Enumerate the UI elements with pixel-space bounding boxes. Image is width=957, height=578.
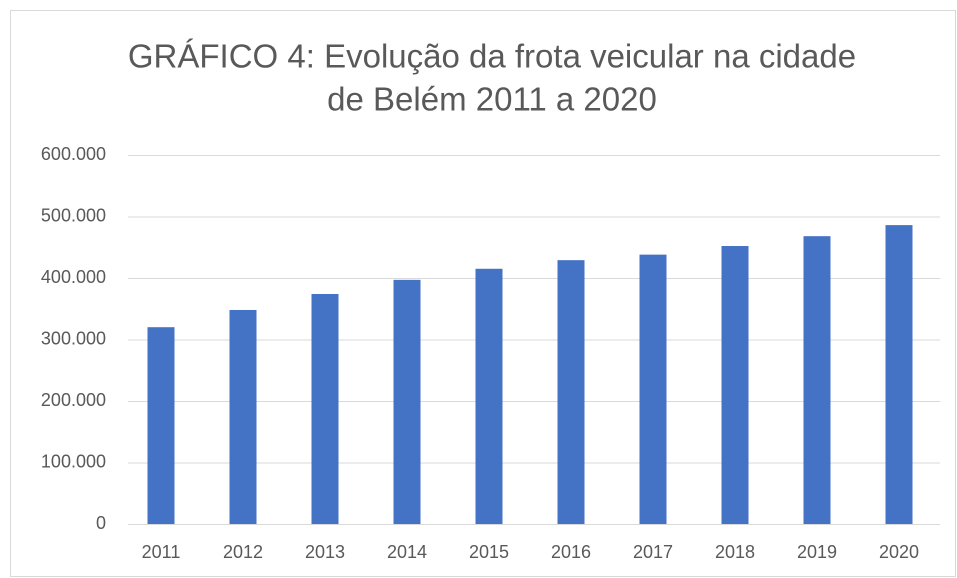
x-tick-label: 2015 xyxy=(469,542,509,562)
chart-title: GRÁFICO 4: Evolução da frota veicular na… xyxy=(128,38,856,75)
y-tick-label: 400.000 xyxy=(41,267,106,287)
bar xyxy=(311,293,339,524)
x-tick-label: 2016 xyxy=(551,542,591,562)
y-tick-label: 200.000 xyxy=(41,390,106,410)
bar xyxy=(721,246,749,524)
x-tick-label: 2019 xyxy=(797,542,837,562)
bar xyxy=(229,309,257,524)
y-tick-label: 0 xyxy=(96,513,106,533)
bar xyxy=(475,268,503,524)
x-tick-label: 2020 xyxy=(879,542,919,562)
x-tick-label: 2011 xyxy=(142,542,181,562)
bar xyxy=(147,327,175,524)
bar xyxy=(393,279,421,524)
x-tick-label: 2017 xyxy=(633,542,673,562)
x-tick-label: 2018 xyxy=(715,542,755,562)
x-tick-label: 2014 xyxy=(387,542,427,562)
bar xyxy=(803,236,831,524)
chart-title: de Belém 2011 a 2020 xyxy=(327,81,657,118)
bar xyxy=(557,260,585,524)
bar xyxy=(885,225,913,525)
y-tick-label: 300.000 xyxy=(41,328,106,348)
x-tick-label: 2012 xyxy=(223,542,263,562)
x-tick-label: 2013 xyxy=(305,542,345,562)
y-tick-label: 100.000 xyxy=(41,451,106,471)
y-tick-label: 500.000 xyxy=(41,205,106,225)
bar xyxy=(639,254,667,524)
y-tick-label: 600.000 xyxy=(41,144,106,164)
